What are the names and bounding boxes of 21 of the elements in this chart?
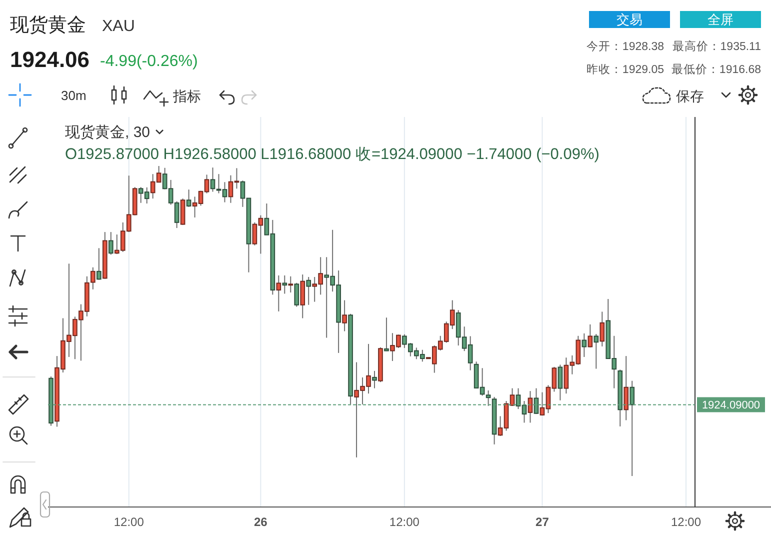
- text: 昨收：1929.05: [586, 63, 664, 76]
- text: 1924.06: [10, 47, 90, 72]
- text: 最低价：1916.68: [671, 63, 761, 76]
- x-tick-label: 12:00: [671, 515, 702, 529]
- text: 指标: [172, 88, 201, 104]
- x-tick-label: 27: [536, 515, 550, 529]
- x-tick-label: 12:00: [114, 515, 144, 529]
- text: 现货黄金, 30: [65, 124, 150, 141]
- text: 交易: [616, 12, 642, 27]
- chart-subtitle: XAU: [102, 18, 135, 35]
- text: 保存: [676, 88, 704, 104]
- chart-title: 现货黄金: [10, 15, 86, 36]
- text: 1924.09000: [702, 400, 760, 412]
- text: 今开：1928.38: [586, 40, 664, 53]
- text: 最高价：1935.11: [672, 39, 761, 53]
- text: 30m: [61, 88, 86, 103]
- text: 全屏: [708, 12, 734, 27]
- text: -4.99(-0.26%): [100, 53, 198, 70]
- x-tick-label: 12:00: [389, 515, 420, 529]
- text: O1925.87000 H1926.58000 L1916.68000 收=1924.09000 −1.74000 (−0.09%): [65, 146, 600, 163]
- x-tick-label: 26: [254, 515, 268, 529]
